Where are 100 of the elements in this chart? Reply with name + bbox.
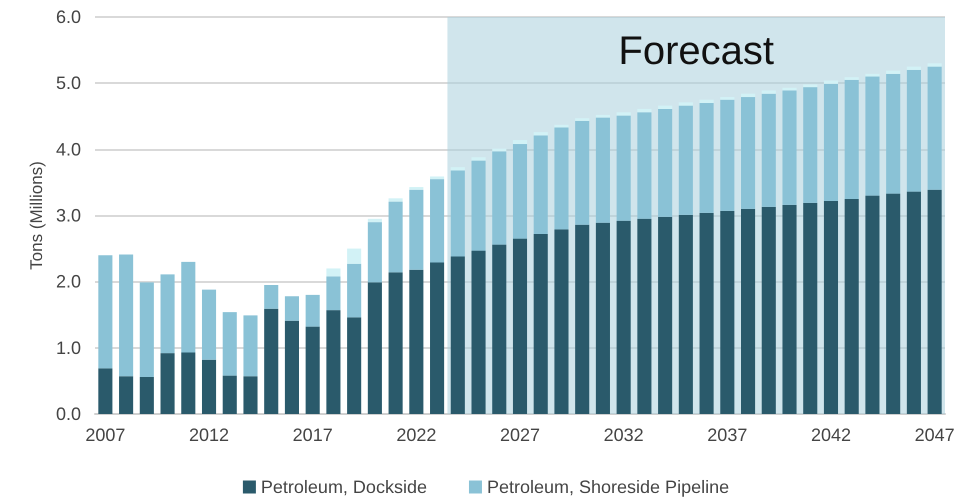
- bar: [202, 290, 216, 360]
- bar: [658, 216, 672, 414]
- bar: [928, 190, 942, 414]
- legend-label: Petroleum, Dockside: [260, 477, 427, 497]
- bar: [306, 326, 320, 414]
- bar: [554, 229, 569, 414]
- bar: [928, 66, 942, 190]
- bar: [160, 274, 175, 354]
- bar: [844, 198, 859, 414]
- bar: [243, 376, 258, 414]
- bar: [471, 160, 486, 251]
- bar: [762, 90, 776, 94]
- bar: [782, 204, 797, 414]
- y-tick-label: 6.0: [56, 7, 81, 27]
- legend-label: Petroleum, Shoreside Pipeline: [486, 477, 730, 497]
- bar: [181, 352, 196, 414]
- bar: [596, 114, 610, 118]
- bar: [140, 282, 154, 377]
- bar: [368, 222, 382, 282]
- bar: [865, 74, 880, 77]
- bar: [554, 124, 569, 128]
- y-tick-label: 4.0: [56, 139, 81, 160]
- bar: [886, 74, 900, 194]
- bar: [471, 157, 486, 161]
- bar: [720, 97, 734, 100]
- bar: [347, 317, 362, 414]
- bar: [700, 103, 714, 213]
- bar: [140, 376, 154, 414]
- bar: [306, 294, 320, 327]
- y-axis-title: Tons (Millions): [27, 161, 46, 270]
- bar: [844, 80, 859, 199]
- x-tick-label: 2047: [914, 425, 955, 445]
- bar: [865, 76, 880, 196]
- bar: [388, 272, 403, 414]
- bar: [824, 200, 838, 414]
- bar: [388, 198, 403, 202]
- bar: [678, 106, 693, 215]
- bar: [886, 70, 900, 74]
- bar: [243, 315, 258, 376]
- bar: [430, 179, 444, 262]
- bar: [409, 187, 424, 190]
- x-tick-label: 2042: [810, 425, 851, 445]
- bar: [741, 208, 756, 414]
- bar: [512, 238, 528, 414]
- bar: [720, 100, 734, 211]
- bar: [596, 222, 610, 414]
- bar: [741, 97, 756, 209]
- bar: [222, 312, 237, 376]
- bar: [678, 102, 693, 106]
- bar: [906, 70, 921, 192]
- x-tick-label: 2032: [604, 425, 644, 445]
- bar: [326, 310, 340, 414]
- bar: [824, 84, 838, 201]
- bar: [782, 88, 797, 90]
- bar: [762, 94, 776, 207]
- bar: [492, 244, 506, 414]
- x-tick-label: 2017: [292, 425, 333, 445]
- bar: [720, 210, 734, 414]
- bar: [368, 282, 382, 414]
- bar: [284, 296, 299, 321]
- bar: [658, 106, 672, 109]
- bar: [616, 220, 631, 414]
- bar: [678, 214, 693, 414]
- bar: [181, 262, 196, 352]
- bar: [803, 84, 818, 88]
- bar: [596, 118, 610, 223]
- bar: [368, 218, 382, 222]
- bar: [575, 118, 590, 121]
- bar: [202, 360, 216, 414]
- bar: [575, 224, 590, 414]
- bar: [886, 194, 900, 414]
- bar: [554, 128, 569, 230]
- bar: [264, 308, 278, 414]
- bar: [865, 196, 880, 414]
- bar: [492, 151, 506, 245]
- annotation: Forecast: [618, 29, 774, 73]
- bar: [637, 218, 652, 414]
- bar: [762, 206, 776, 414]
- bar: [430, 176, 444, 180]
- x-tick-label: 2022: [396, 425, 436, 445]
- x-tick-label: 2012: [189, 425, 230, 445]
- bar: [119, 376, 134, 414]
- bar: [450, 170, 465, 257]
- bar: [471, 250, 486, 414]
- bar: [534, 234, 548, 414]
- y-tick-label: 0.0: [56, 404, 81, 424]
- bar: [284, 320, 299, 414]
- y-tick-label: 2.0: [56, 272, 81, 292]
- bar: [222, 376, 237, 414]
- bar: [824, 80, 838, 84]
- bar: [119, 254, 134, 376]
- x-tick-label: 2037: [707, 425, 748, 445]
- y-tick-label: 3.0: [56, 206, 81, 226]
- bar: [450, 167, 465, 171]
- bar: [430, 262, 444, 414]
- bar: [637, 108, 652, 112]
- bar: [906, 66, 921, 70]
- bar: [388, 202, 403, 272]
- bar: [803, 87, 818, 203]
- bar: [492, 148, 506, 152]
